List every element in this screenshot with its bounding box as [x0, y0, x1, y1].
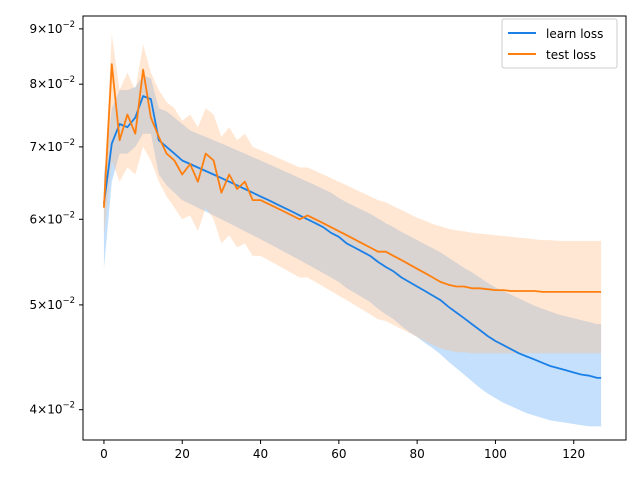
legend: learn loss test loss [501, 18, 618, 69]
legend-label-learn-loss: learn loss [546, 27, 603, 41]
y-tick-label: 9×10−2 [30, 20, 76, 36]
axes: 0 20 40 60 80 100 120 4×10−2 5×10−2 6×10−2 7×10−2 8… [30, 15, 627, 461]
x-tick-label: 0 [100, 447, 108, 461]
x-tick-label: 100 [484, 447, 507, 461]
axes-frame [82, 15, 627, 441]
x-tick-label: 80 [409, 447, 424, 461]
x-tick-label: 120 [562, 447, 585, 461]
line-test-loss [103, 63, 602, 293]
y-tick-label: 7×10−2 [30, 138, 76, 154]
band-test-loss [103, 34, 602, 354]
x-tick-label: 20 [175, 447, 190, 461]
x-tick-label: 60 [331, 447, 346, 461]
series-lines [103, 63, 602, 379]
y-tick-label: 6×10−2 [30, 210, 76, 226]
y-tick-label: 5×10−2 [30, 296, 76, 312]
y-tick-label: 4×10−2 [30, 401, 76, 417]
line-learn-loss [103, 95, 602, 379]
band-learn-loss [103, 75, 602, 427]
y-tick-label: 8×10−2 [30, 75, 76, 91]
x-tick-label: 40 [253, 447, 268, 461]
legend-label-test-loss: test loss [546, 48, 596, 62]
legend-frame [501, 18, 618, 69]
confidence-bands [103, 34, 602, 427]
